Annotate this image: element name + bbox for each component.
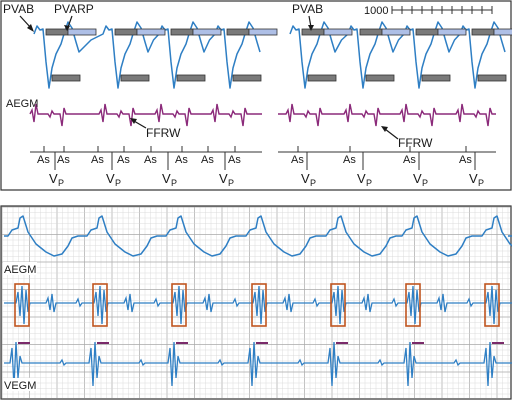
pvarp-bar [192, 28, 222, 36]
aegm-label-top: AEGM [6, 98, 38, 110]
aegm-waveform [278, 103, 496, 127]
ffrw-label-left: FFRW [146, 126, 181, 140]
pvarp-bar [381, 28, 411, 36]
vp-marker-label: V [469, 171, 478, 186]
pvarp-bar [67, 28, 97, 36]
as-marker-label: As [117, 154, 130, 166]
vp-marker-label: V [106, 171, 115, 186]
pvab-bar-lower [307, 74, 337, 82]
scale-bar [391, 6, 493, 14]
ffrw-arrow-left [130, 118, 147, 129]
marker-channel: As As As As As As As As As As As AsV P V P V P V P V P V P V P V P [30, 146, 496, 188]
vp-marker-subscript: P [171, 178, 177, 188]
vp-marker-subscript: P [422, 178, 428, 188]
pvab-label-left: PVAB [3, 2, 34, 16]
pvab-bar-lower [421, 74, 451, 82]
as-marker-label: As [175, 154, 188, 166]
pvarp-label: PVARP [54, 2, 94, 16]
aegm-label-bottom: AEGM [4, 264, 36, 276]
vp-marker-label: V [49, 171, 58, 186]
pvarp-bar [323, 28, 353, 36]
pvab-bar [359, 28, 383, 36]
vp-marker-subscript: P [115, 178, 121, 188]
pvarp-bar [493, 28, 512, 36]
pvab-bar-lower [176, 74, 206, 82]
ffrw-box [251, 283, 267, 327]
pvab-bar-lower [365, 74, 395, 82]
pvab-bar-lower [477, 74, 507, 82]
pvab-bar-lower [120, 74, 150, 82]
vp-marker-label: V [301, 171, 310, 186]
ffrw-box [92, 283, 108, 327]
aegm-waveform [4, 285, 512, 325]
as-marker-label: As [57, 154, 70, 166]
pvab-bar-lower [232, 74, 262, 82]
as-marker-label: As [201, 154, 214, 166]
ecg-waveform [289, 21, 506, 89]
ecg-waveform [4, 215, 512, 257]
ffrw-box [171, 283, 187, 327]
aegm-label-bg [3, 262, 37, 275]
as-marker-label: As [343, 154, 356, 166]
ffrw-arrow-right [381, 126, 399, 140]
top-panel: As As As As As As As As As As As AsV P V P V P V P V P V P V P V P… [0, 0, 512, 191]
as-marker-label: As [144, 154, 157, 166]
as-marker-label: As [91, 154, 104, 166]
vegm-label-bg [3, 378, 37, 391]
as-marker-label: As [459, 154, 472, 166]
bottom-surface-ecg [4, 215, 512, 257]
pvarp-arrow [64, 15, 73, 31]
vp-marker-subscript: P [478, 178, 484, 188]
vp-marker-label: V [162, 171, 171, 186]
bottom-aegm-trace [4, 285, 512, 325]
vp-marker-subscript: P [228, 178, 234, 188]
ffrw-label-right: FFRW [398, 136, 433, 150]
as-marker-label: As [291, 154, 304, 166]
ffrw-box [330, 283, 346, 327]
pvab-label-right: PVAB [292, 2, 323, 16]
top-aegm-trace [29, 103, 496, 127]
vp-marker-subscript: P [310, 178, 316, 188]
pvab-bar-lower [51, 74, 81, 82]
pvab-bar [415, 28, 439, 36]
aegm-waveform [29, 103, 262, 127]
ffrw-box [405, 283, 421, 327]
pvab-bar [114, 28, 138, 36]
scale-label: 1000 [364, 5, 388, 17]
pvab-bar [226, 28, 250, 36]
as-marker-label: As [403, 154, 416, 166]
ffrw-callout-boxes [14, 283, 500, 327]
vp-marker-label: V [219, 171, 228, 186]
pvab-bar [45, 28, 69, 36]
as-marker-label: As [228, 154, 241, 166]
ffrw-box [484, 283, 500, 327]
pvab-bar [301, 28, 325, 36]
vegm-waveform [4, 341, 512, 387]
vp-marker-subscript: P [366, 178, 372, 188]
pvarp-bar [437, 28, 467, 36]
pvarp-bar [136, 28, 166, 36]
pvarp-bar [248, 28, 278, 36]
as-marker-label: As [37, 154, 50, 166]
pvab-arrow-right [308, 15, 314, 31]
bottom-vegm-trace [4, 341, 512, 387]
vegm-label: VEGM [4, 380, 36, 392]
pvab-bar [170, 28, 194, 36]
vp-marker-subscript: P [58, 178, 64, 188]
timing-bars [45, 28, 512, 82]
pvab-bar [471, 28, 495, 36]
bottom-panel: AEGM VEGM [0, 205, 512, 400]
ffrw-box [14, 283, 30, 327]
vp-marker-label: V [413, 171, 422, 186]
vp-marker-label: V [357, 171, 366, 186]
pvab-arrow-left [19, 15, 34, 32]
